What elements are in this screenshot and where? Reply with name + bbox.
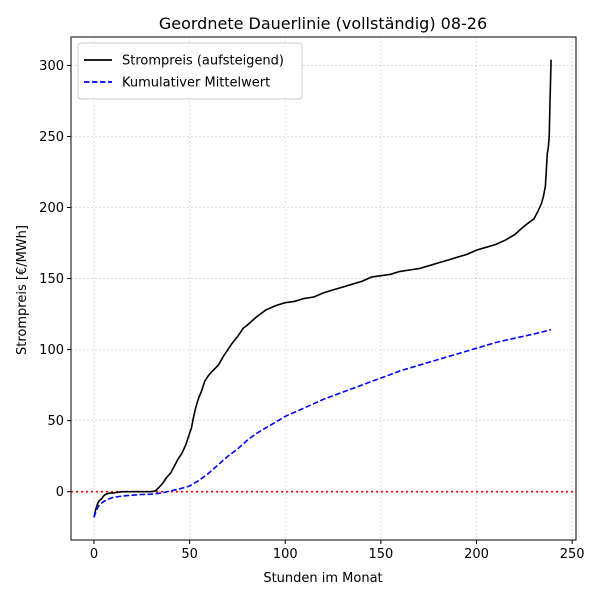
y-tick-label: 0 [56, 485, 64, 500]
legend-label: Kumulativer Mittelwert [122, 76, 270, 91]
y-tick-label: 150 [39, 272, 64, 287]
series-line-2 [93, 328, 552, 518]
y-tick-label: 200 [39, 201, 64, 216]
x-tick-label: 200 [464, 547, 489, 562]
chart-title: Geordnete Dauerlinie (vollständig) 08-26 [159, 14, 487, 33]
axis-ticks: 0 50 100 150 200 250 0 50 100 150 200 250 300 [39, 59, 584, 562]
legend: Strompreis (aufsteigend) Kumulativer Mitt… [77, 42, 303, 100]
x-axis-label: Stunden im Monat [263, 571, 382, 586]
plot-area-frame [70, 36, 577, 541]
y-tick-label: 250 [39, 130, 64, 145]
y-tick-label: 300 [39, 59, 64, 74]
legend-label: Strompreis (aufsteigend) [122, 54, 284, 69]
series-line-1 [93, 59, 552, 518]
x-tick-label: 0 [90, 547, 98, 562]
x-tick-label: 150 [368, 547, 393, 562]
series-lines [93, 59, 552, 518]
x-tick-label: 250 [560, 547, 585, 562]
legend-box [77, 42, 303, 100]
y-tick-label: 50 [47, 414, 64, 429]
y-tick-label: 100 [39, 343, 64, 358]
grid [71, 37, 576, 540]
y-axis-label: Strompreis [€/MWh] [15, 225, 30, 355]
x-tick-label: 50 [181, 547, 198, 562]
x-tick-label: 100 [273, 547, 298, 562]
